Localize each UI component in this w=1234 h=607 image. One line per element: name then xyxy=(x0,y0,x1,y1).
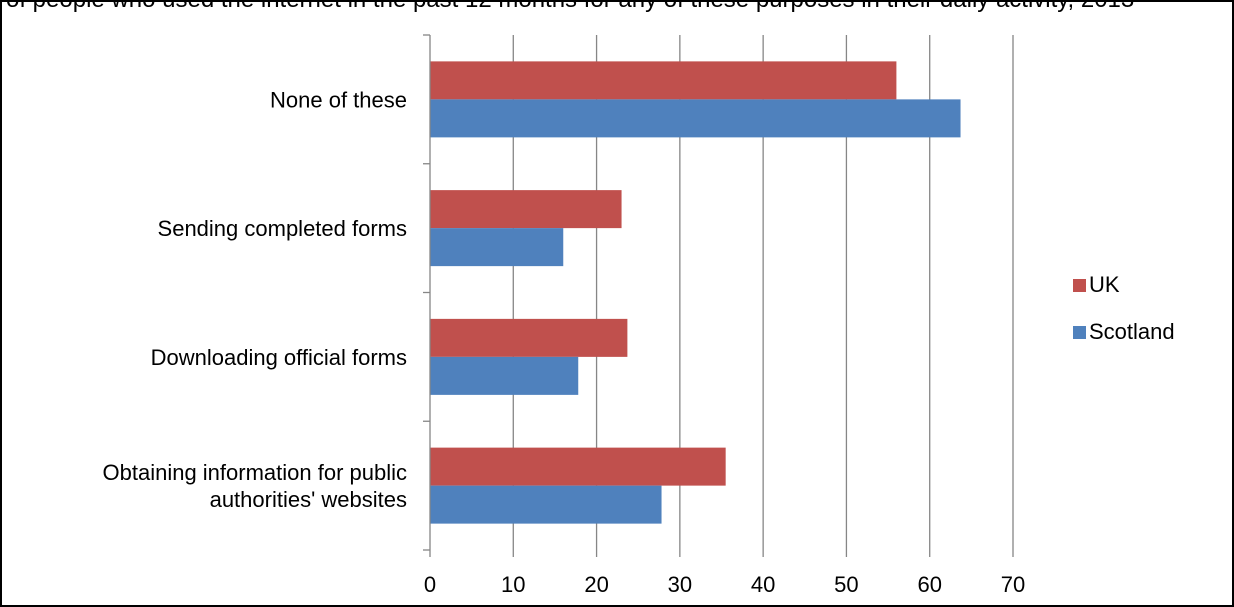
category-label: authorities' websites xyxy=(210,487,407,512)
bar-uk xyxy=(430,190,622,229)
x-tick-label: 10 xyxy=(501,572,525,597)
bar-scotland xyxy=(430,228,564,267)
x-tick-label: 40 xyxy=(751,572,775,597)
x-tick-label: 20 xyxy=(584,572,608,597)
legend-label-scotland: Scotland xyxy=(1089,319,1175,344)
x-tick-label: 60 xyxy=(917,572,941,597)
bar-scotland xyxy=(430,356,579,395)
legend-swatch-scotland xyxy=(1073,326,1086,339)
x-tick-label: 50 xyxy=(834,572,858,597)
bars xyxy=(430,61,961,524)
header-fragment: of people who used the internet in the p… xyxy=(6,0,1134,14)
bar-uk xyxy=(430,318,628,357)
labels: 0 10 20 30 40 50 60 70 None of these Sending comp… xyxy=(103,87,1026,597)
x-tick-label: 0 xyxy=(424,572,436,597)
category-label: Sending completed forms xyxy=(158,216,407,241)
category-label: None of these xyxy=(270,87,407,112)
x-tick-label: 30 xyxy=(668,572,692,597)
bar-uk xyxy=(430,447,726,486)
legend-swatch-uk xyxy=(1073,279,1086,292)
legend: UK Scotland xyxy=(1073,272,1175,344)
x-tick-label: 70 xyxy=(1001,572,1025,597)
category-label: Obtaining information for public xyxy=(103,460,408,485)
bar-scotland xyxy=(430,99,961,138)
category-label: Downloading official forms xyxy=(151,345,407,370)
axes xyxy=(423,34,1014,557)
bar-scotland xyxy=(430,485,662,524)
legend-label-uk: UK xyxy=(1089,272,1120,297)
bar-uk xyxy=(430,61,897,100)
